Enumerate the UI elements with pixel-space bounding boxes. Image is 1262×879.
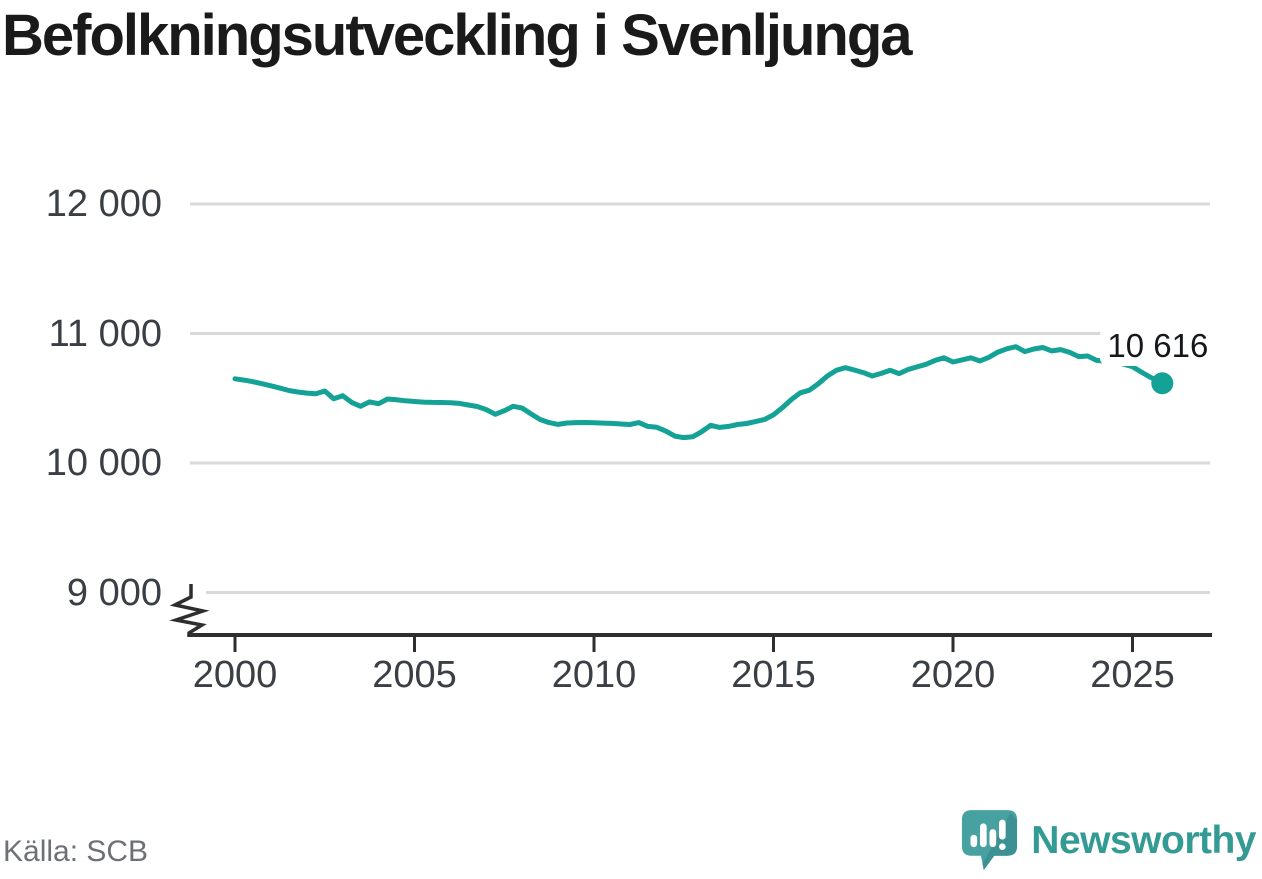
x-tick-label: 2025 (1090, 654, 1175, 696)
y-tick-label: 10 000 (45, 442, 162, 484)
grid-layer (190, 202, 1210, 594)
latest-value-label: 10 616 (1100, 327, 1216, 367)
y-tick-label: 9 000 (66, 571, 162, 614)
population-series-line (232, 344, 1165, 441)
series-end-dot (1151, 372, 1174, 395)
newsworthy-wordmark: Newsworthy (1031, 818, 1256, 862)
x-tick-label: 2020 (910, 654, 996, 696)
series-layer (232, 344, 1174, 441)
source-note: Källa: SCB (3, 835, 149, 868)
chart-title: Befolkningsutveckling i Svenljunga (2, 3, 913, 68)
newsworthy-logo-icon (962, 810, 1018, 870)
tick-layer (233, 635, 1134, 652)
x-tick-label: 2015 (731, 654, 816, 696)
x-tick-label: 2010 (551, 654, 637, 696)
y-tick-label: 11 000 (48, 312, 162, 355)
newsworthy-branding: Newsworthy (961, 809, 1256, 872)
logo-bars-icon (970, 819, 1006, 850)
x-tick-label: 2000 (192, 654, 278, 696)
y-axis-break-icon (169, 584, 210, 637)
y-tick-label: 12 000 (45, 183, 162, 225)
x-tick-label: 2005 (372, 654, 457, 696)
